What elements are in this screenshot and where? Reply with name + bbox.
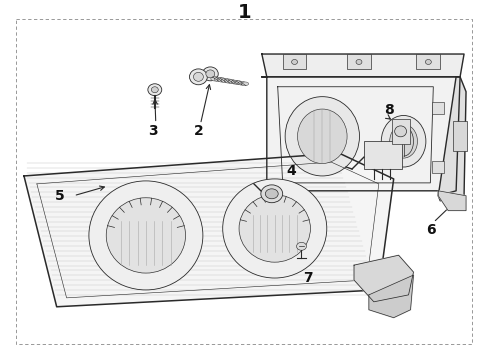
Ellipse shape <box>194 72 203 81</box>
Bar <box>453 121 467 151</box>
Text: 7: 7 <box>303 271 312 285</box>
Bar <box>392 120 410 144</box>
Ellipse shape <box>292 59 297 64</box>
Bar <box>364 141 402 169</box>
Ellipse shape <box>242 82 248 86</box>
Ellipse shape <box>222 179 327 278</box>
Ellipse shape <box>381 116 426 167</box>
Text: 8: 8 <box>384 103 393 117</box>
Ellipse shape <box>148 84 162 96</box>
Bar <box>432 102 444 113</box>
Ellipse shape <box>202 67 218 81</box>
Ellipse shape <box>214 77 223 82</box>
Ellipse shape <box>190 69 207 85</box>
Polygon shape <box>24 153 393 307</box>
Ellipse shape <box>261 185 283 203</box>
Polygon shape <box>262 54 464 77</box>
Ellipse shape <box>238 81 245 85</box>
Ellipse shape <box>221 78 229 82</box>
Ellipse shape <box>206 70 215 78</box>
Polygon shape <box>354 255 414 302</box>
Ellipse shape <box>296 242 306 250</box>
Ellipse shape <box>297 109 347 163</box>
Ellipse shape <box>211 77 220 81</box>
Bar <box>347 54 371 69</box>
Ellipse shape <box>265 189 278 199</box>
Ellipse shape <box>235 81 242 85</box>
Ellipse shape <box>390 125 417 158</box>
Bar <box>283 54 306 69</box>
Ellipse shape <box>239 195 311 262</box>
Ellipse shape <box>224 79 233 83</box>
Ellipse shape <box>106 198 186 273</box>
Text: 5: 5 <box>55 189 65 203</box>
Polygon shape <box>438 77 466 201</box>
Ellipse shape <box>356 59 362 64</box>
Text: 3: 3 <box>148 124 158 138</box>
Bar <box>432 161 444 173</box>
Text: 6: 6 <box>426 224 436 238</box>
Text: 4: 4 <box>287 164 296 178</box>
Ellipse shape <box>89 181 203 290</box>
Ellipse shape <box>285 96 360 176</box>
Ellipse shape <box>151 87 158 93</box>
Ellipse shape <box>394 126 407 137</box>
Polygon shape <box>438 191 466 211</box>
Ellipse shape <box>425 59 431 64</box>
Bar <box>416 54 440 69</box>
Ellipse shape <box>218 78 226 82</box>
Polygon shape <box>369 275 414 318</box>
Text: 1: 1 <box>238 3 252 22</box>
Text: 2: 2 <box>194 124 203 138</box>
Ellipse shape <box>228 80 236 84</box>
Polygon shape <box>262 77 460 196</box>
Ellipse shape <box>231 80 239 84</box>
